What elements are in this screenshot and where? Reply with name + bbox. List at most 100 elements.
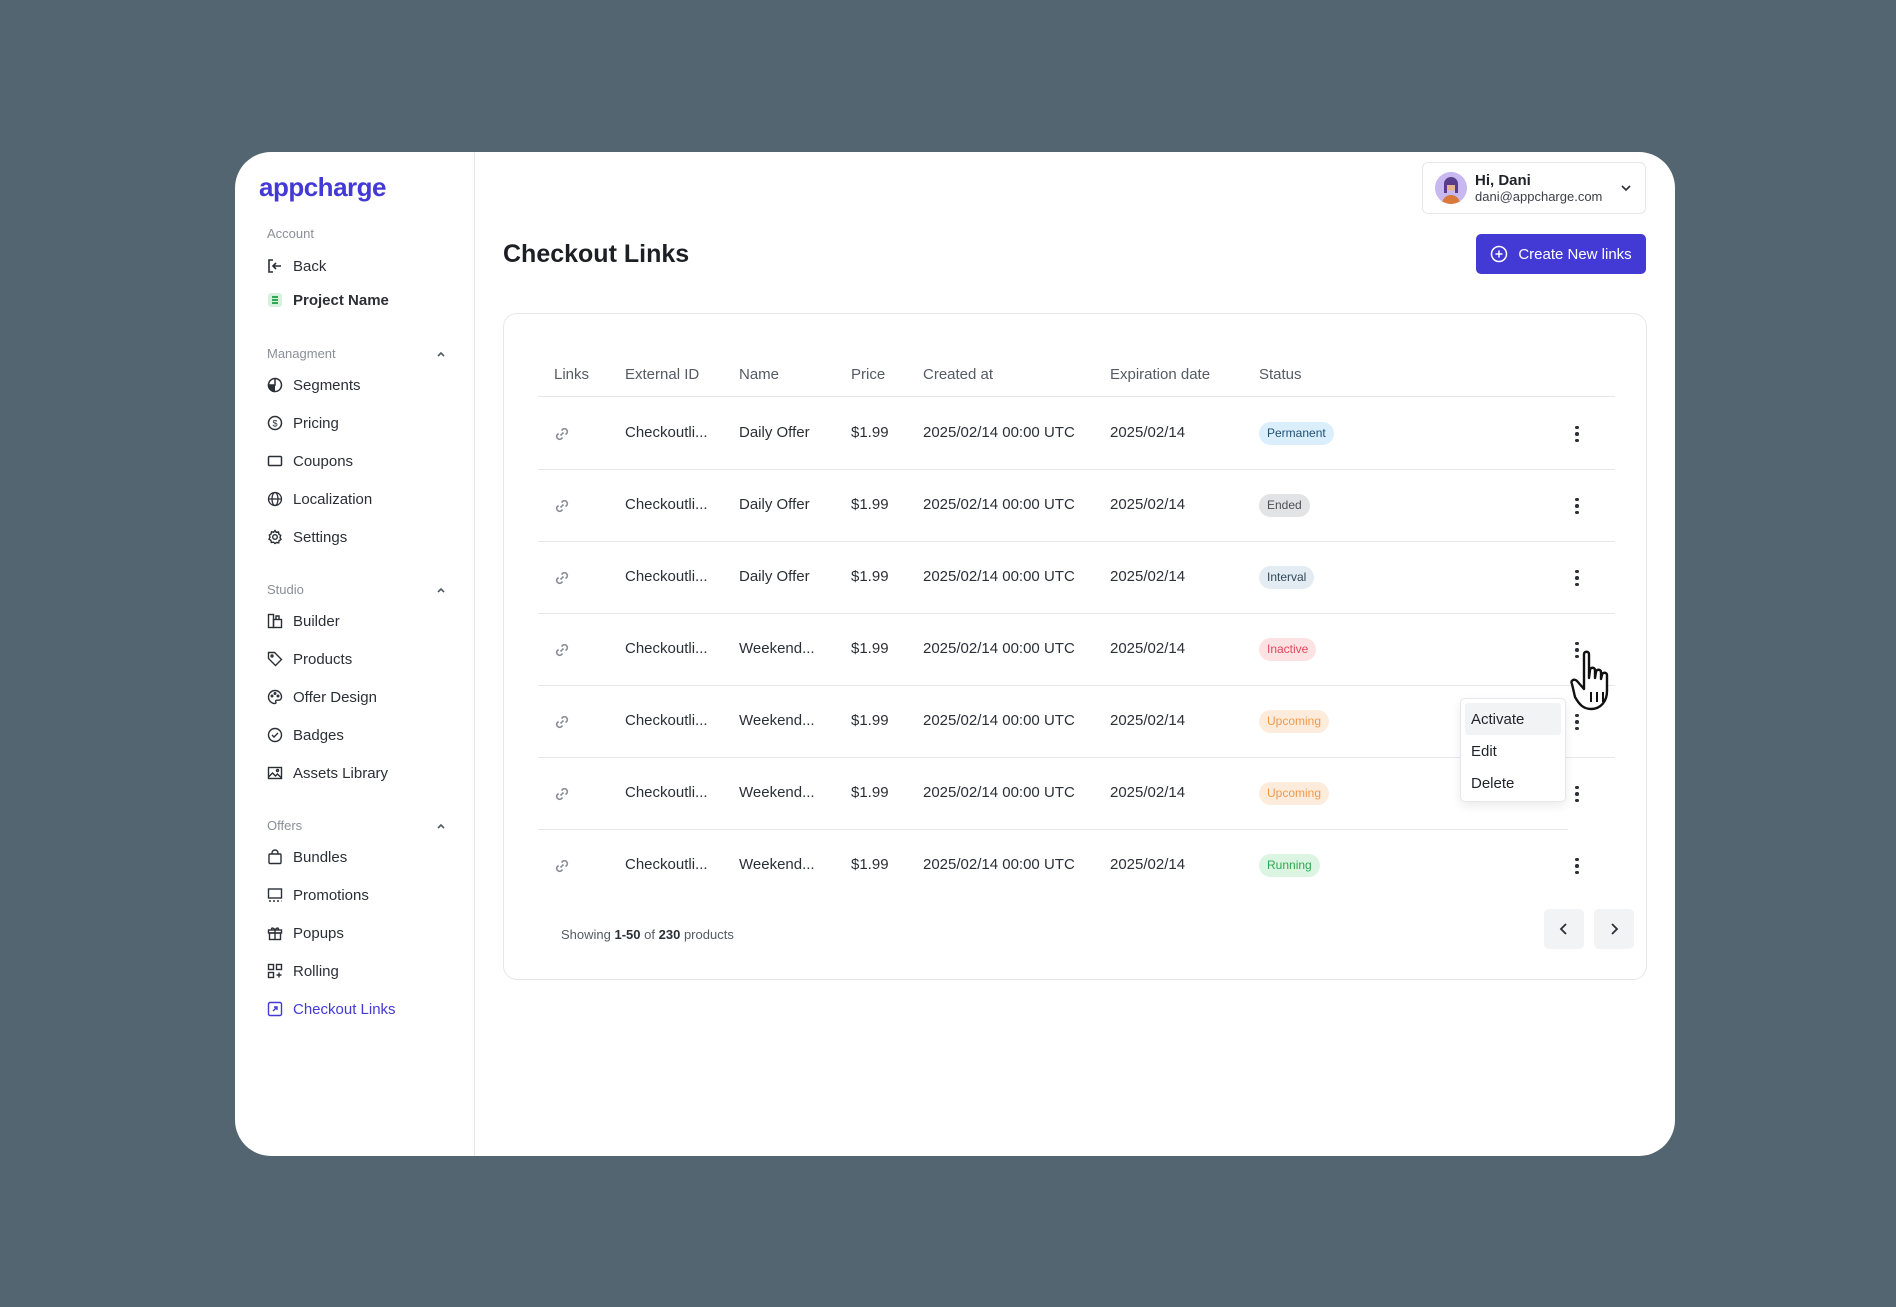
sidebar-item-back[interactable]: Back: [267, 253, 326, 279]
sidebar-item-project-name[interactable]: Project Name: [267, 287, 389, 313]
status-badge: Running: [1259, 854, 1320, 877]
cell-external-id[interactable]: Checkoutli...: [625, 424, 708, 441]
row-actions-kebab-icon[interactable]: [1567, 856, 1587, 876]
sidebar-item-badges[interactable]: Badges: [267, 722, 344, 748]
status-badge: Permanent: [1259, 422, 1334, 445]
next-page-button[interactable]: [1594, 909, 1634, 949]
cell-created-at: 2025/02/14 00:00 UTC: [923, 496, 1075, 513]
link-icon[interactable]: [553, 425, 571, 443]
appcharge-logo[interactable]: appcharge: [259, 172, 387, 202]
menu-item-edit[interactable]: Edit: [1471, 742, 1497, 760]
status-badge: Ended: [1259, 494, 1310, 517]
cell-price: $1.99: [851, 784, 889, 801]
link-icon[interactable]: [553, 713, 571, 731]
link-icon[interactable]: [553, 785, 571, 803]
sidebar-item-products[interactable]: Products: [267, 646, 352, 672]
promotions-icon: [267, 888, 283, 902]
cell-created-at: 2025/02/14 00:00 UTC: [923, 784, 1075, 801]
cell-name: Weekend...: [739, 640, 815, 657]
user-menu[interactable]: Hi, Dani dani@appcharge.com: [1422, 162, 1646, 214]
table-row[interactable]: Checkoutli... Weekend... $1.99 2025/02/14 0…: [538, 830, 1615, 902]
cell-external-id[interactable]: Checkoutli...: [625, 568, 708, 585]
sidebar-item-label: Offer Design: [293, 688, 377, 706]
table-row[interactable]: Checkoutli... Weekend... $1.99 2025/02/14 0…: [538, 614, 1615, 686]
cell-expiration-date: 2025/02/14: [1110, 424, 1186, 441]
section-label-offers[interactable]: Offers: [267, 818, 447, 833]
column-header-created-at[interactable]: Created at: [923, 366, 994, 383]
app-window: appcharge Account Back Project Name Mana…: [235, 152, 1675, 1156]
table-row[interactable]: Checkoutli... Weekend... $1.99 2025/02/14 0…: [538, 686, 1615, 758]
status-badge: Upcoming: [1259, 782, 1330, 805]
link-icon[interactable]: [553, 497, 571, 515]
table-row[interactable]: Checkoutli... Daily Offer $1.99 2025/02/14 …: [538, 470, 1615, 542]
chevron-up-icon[interactable]: [435, 820, 447, 832]
sidebar-item-checkout-links[interactable]: Checkout Links: [267, 996, 396, 1022]
chevron-down-icon[interactable]: [1619, 181, 1633, 195]
cell-external-id[interactable]: Checkoutli...: [625, 496, 708, 513]
sidebar-item-builder[interactable]: Builder: [267, 608, 340, 634]
sidebar-item-coupons[interactable]: Coupons: [267, 448, 353, 474]
sidebar-item-popups[interactable]: Popups: [267, 920, 344, 946]
main-content: Hi, Dani dani@appcharge.com Checkout Lin…: [475, 152, 1675, 1156]
sidebar-item-localization[interactable]: Localization: [267, 486, 372, 512]
cell-created-at: 2025/02/14 00:00 UTC: [923, 712, 1075, 729]
table-header: Links External ID Name Price Created at …: [538, 352, 1615, 397]
cell-external-id[interactable]: Checkoutli...: [625, 712, 708, 729]
section-label-management[interactable]: Managment: [267, 346, 447, 361]
link-icon[interactable]: [553, 569, 571, 587]
row-actions-kebab-icon[interactable]: [1567, 640, 1587, 660]
cell-name: Daily Offer: [739, 568, 810, 585]
chevron-up-icon[interactable]: [435, 584, 447, 596]
row-actions-menu: Activate Edit Delete: [1460, 698, 1566, 802]
link-icon[interactable]: [553, 857, 571, 875]
menu-item-delete[interactable]: Delete: [1471, 774, 1515, 792]
gear-icon: [268, 529, 282, 545]
previous-page-button[interactable]: [1544, 909, 1584, 949]
cell-external-id[interactable]: Checkoutli...: [625, 640, 708, 657]
segments-icon: [267, 377, 283, 393]
cell-external-id[interactable]: Checkoutli...: [625, 784, 708, 801]
sidebar-item-offer-design[interactable]: Offer Design: [267, 684, 377, 710]
table-row[interactable]: Checkoutli... Weekend... $1.99 2025/02/14 0…: [538, 758, 1579, 830]
row-actions-kebab-icon[interactable]: [1567, 424, 1587, 444]
pagination-summary: Showing 1-50 of 230 products: [561, 927, 734, 942]
column-header-name[interactable]: Name: [739, 366, 780, 383]
sidebar-item-pricing[interactable]: $ Pricing: [267, 410, 339, 436]
cell-name: Weekend...: [739, 784, 815, 801]
row-actions-kebab-icon[interactable]: [1567, 496, 1587, 516]
row-actions-kebab-icon[interactable]: [1567, 712, 1587, 732]
chevron-up-icon[interactable]: [435, 348, 447, 360]
column-header-external-id[interactable]: External ID: [625, 366, 700, 383]
hand-cursor-icon: [1570, 650, 1609, 711]
section-label-studio[interactable]: Studio: [267, 582, 447, 597]
table-row[interactable]: Checkoutli... Daily Offer $1.99 2025/02/14 …: [538, 398, 1615, 470]
globe-icon: [267, 491, 283, 507]
table-row[interactable]: Checkoutli... Daily Offer $1.99 2025/02/14 …: [538, 542, 1615, 614]
column-header-links[interactable]: Links: [554, 366, 590, 383]
sidebar-item-assets-library[interactable]: Assets Library: [267, 760, 388, 786]
sidebar-item-segments[interactable]: Segments: [267, 372, 361, 398]
sidebar-item-settings[interactable]: Settings: [267, 524, 347, 550]
row-actions-kebab-icon[interactable]: [1567, 784, 1587, 804]
image-icon: [267, 766, 283, 780]
sidebar: appcharge Account Back Project Name Mana…: [235, 152, 475, 1156]
column-header-price[interactable]: Price: [851, 366, 886, 383]
sidebar-item-label: Products: [293, 650, 353, 668]
sidebar-item-rolling[interactable]: Rolling: [267, 958, 339, 984]
column-header-status[interactable]: Status: [1259, 366, 1302, 383]
sidebar-item-label: Localization: [293, 490, 373, 508]
svg-text:$: $: [272, 419, 277, 429]
link-icon[interactable]: [553, 641, 571, 659]
cell-name: Weekend...: [739, 712, 815, 729]
cell-created-at: 2025/02/14 00:00 UTC: [923, 424, 1075, 441]
menu-item-activate[interactable]: Activate: [1465, 703, 1561, 735]
cell-expiration-date: 2025/02/14: [1110, 640, 1186, 657]
sidebar-item-bundles[interactable]: Bundles: [267, 844, 347, 870]
create-new-links-button[interactable]: Create New links: [1476, 234, 1646, 274]
sidebar-item-promotions[interactable]: Promotions: [267, 882, 369, 908]
column-header-expiration-date[interactable]: Expiration date: [1110, 366, 1211, 383]
sidebar-item-label: Coupons: [293, 452, 354, 470]
row-actions-kebab-icon[interactable]: [1567, 568, 1587, 588]
cell-price: $1.99: [851, 640, 889, 657]
cell-external-id[interactable]: Checkoutli...: [625, 856, 708, 873]
